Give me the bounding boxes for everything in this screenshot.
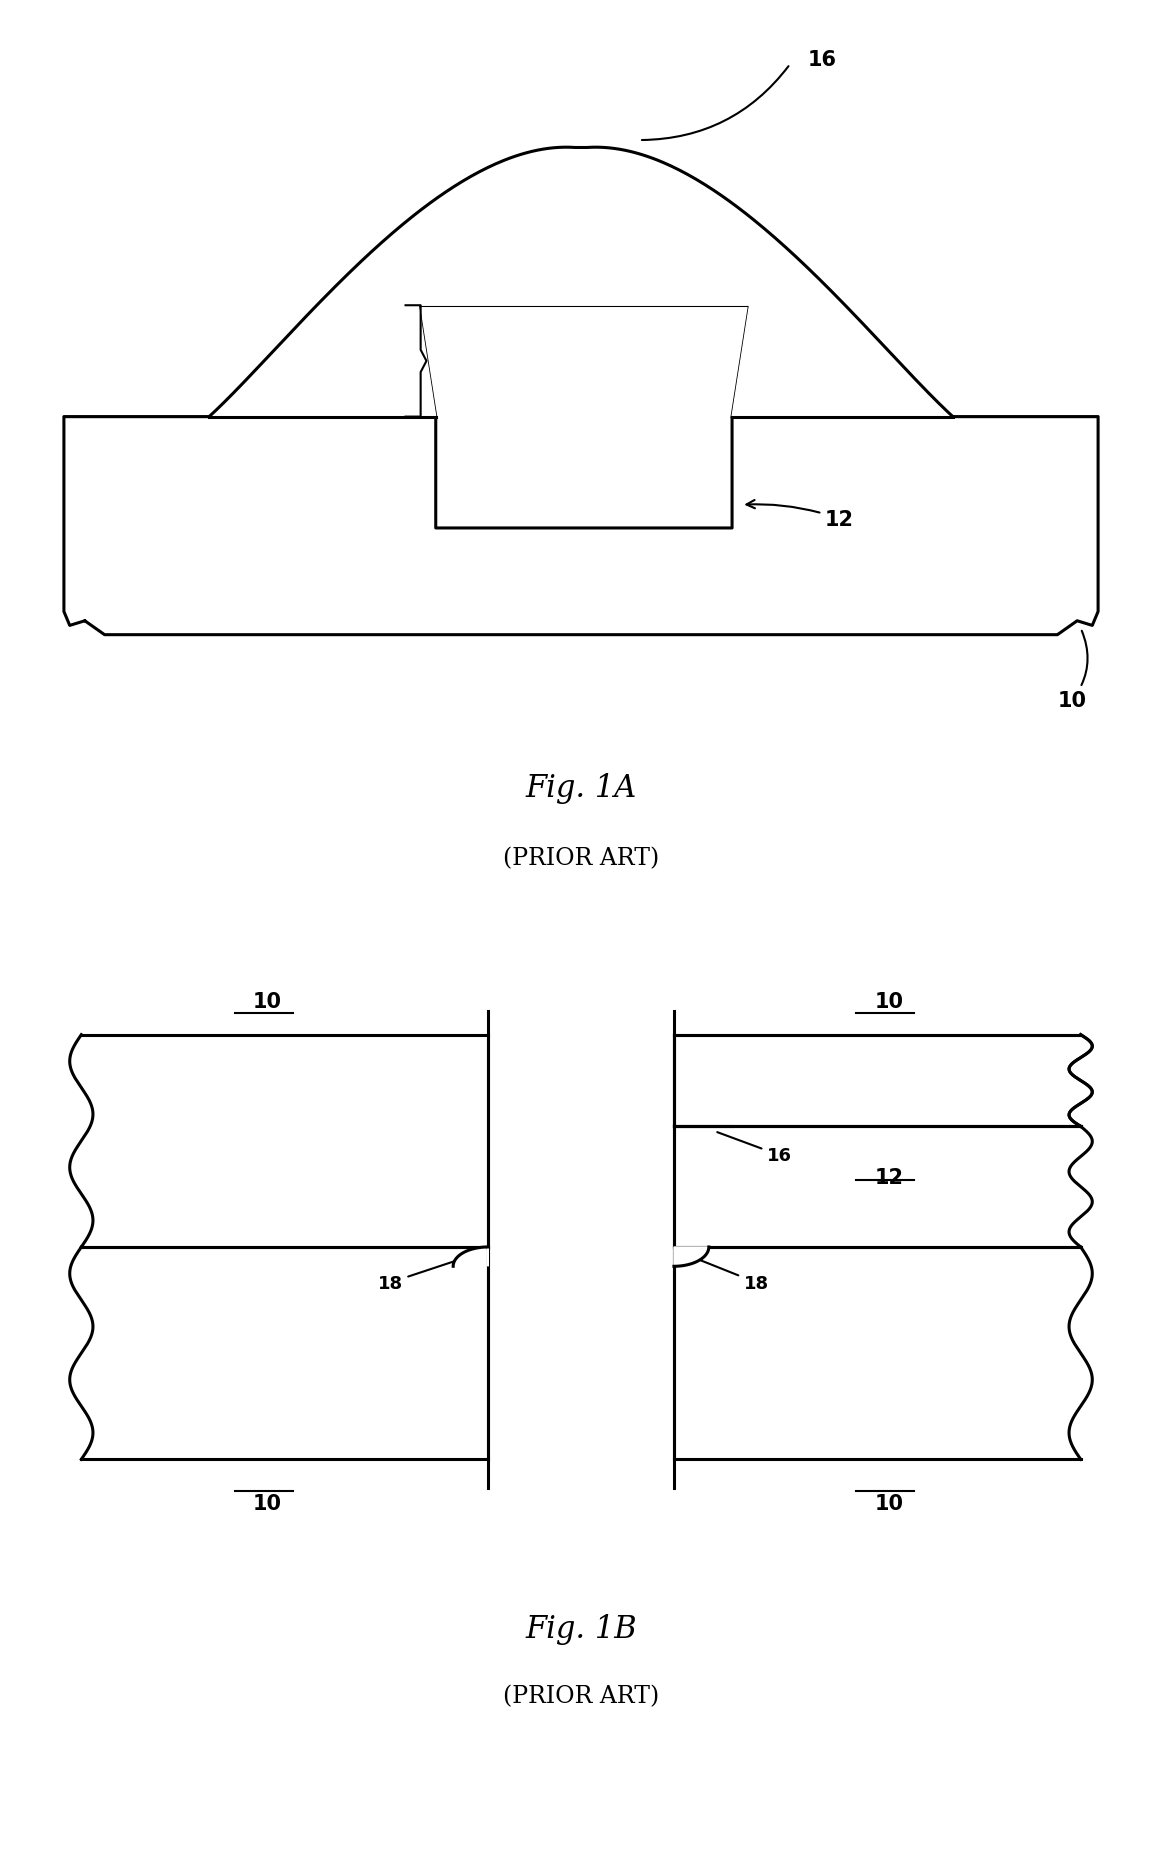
Polygon shape: [674, 1126, 1092, 1247]
Text: 16: 16: [808, 50, 837, 70]
Text: 10: 10: [875, 1493, 903, 1514]
Polygon shape: [64, 417, 1098, 634]
Polygon shape: [70, 1247, 488, 1460]
Text: 10: 10: [253, 1493, 281, 1514]
Polygon shape: [70, 1035, 488, 1247]
Polygon shape: [674, 1035, 1092, 1126]
Polygon shape: [418, 306, 749, 417]
Text: Fig. 1B: Fig. 1B: [525, 1612, 637, 1644]
Text: Fig. 1A: Fig. 1A: [525, 774, 637, 803]
Text: 10: 10: [1057, 631, 1088, 710]
Text: 18: 18: [378, 1260, 460, 1291]
Text: 18: 18: [694, 1258, 769, 1291]
Text: 12: 12: [875, 1167, 903, 1187]
Text: 14: 14: [345, 352, 374, 371]
Text: H: H: [803, 352, 819, 371]
Polygon shape: [674, 1035, 1092, 1126]
Text: (PRIOR ART): (PRIOR ART): [503, 846, 659, 870]
Text: 12: 12: [746, 501, 854, 529]
Polygon shape: [453, 1247, 488, 1267]
Polygon shape: [674, 1247, 709, 1267]
Text: (PRIOR ART): (PRIOR ART): [503, 1684, 659, 1707]
Text: 10: 10: [875, 991, 903, 1011]
Polygon shape: [209, 148, 953, 417]
Text: 16: 16: [717, 1133, 792, 1165]
Polygon shape: [674, 1247, 1092, 1460]
Text: 10: 10: [253, 991, 281, 1011]
